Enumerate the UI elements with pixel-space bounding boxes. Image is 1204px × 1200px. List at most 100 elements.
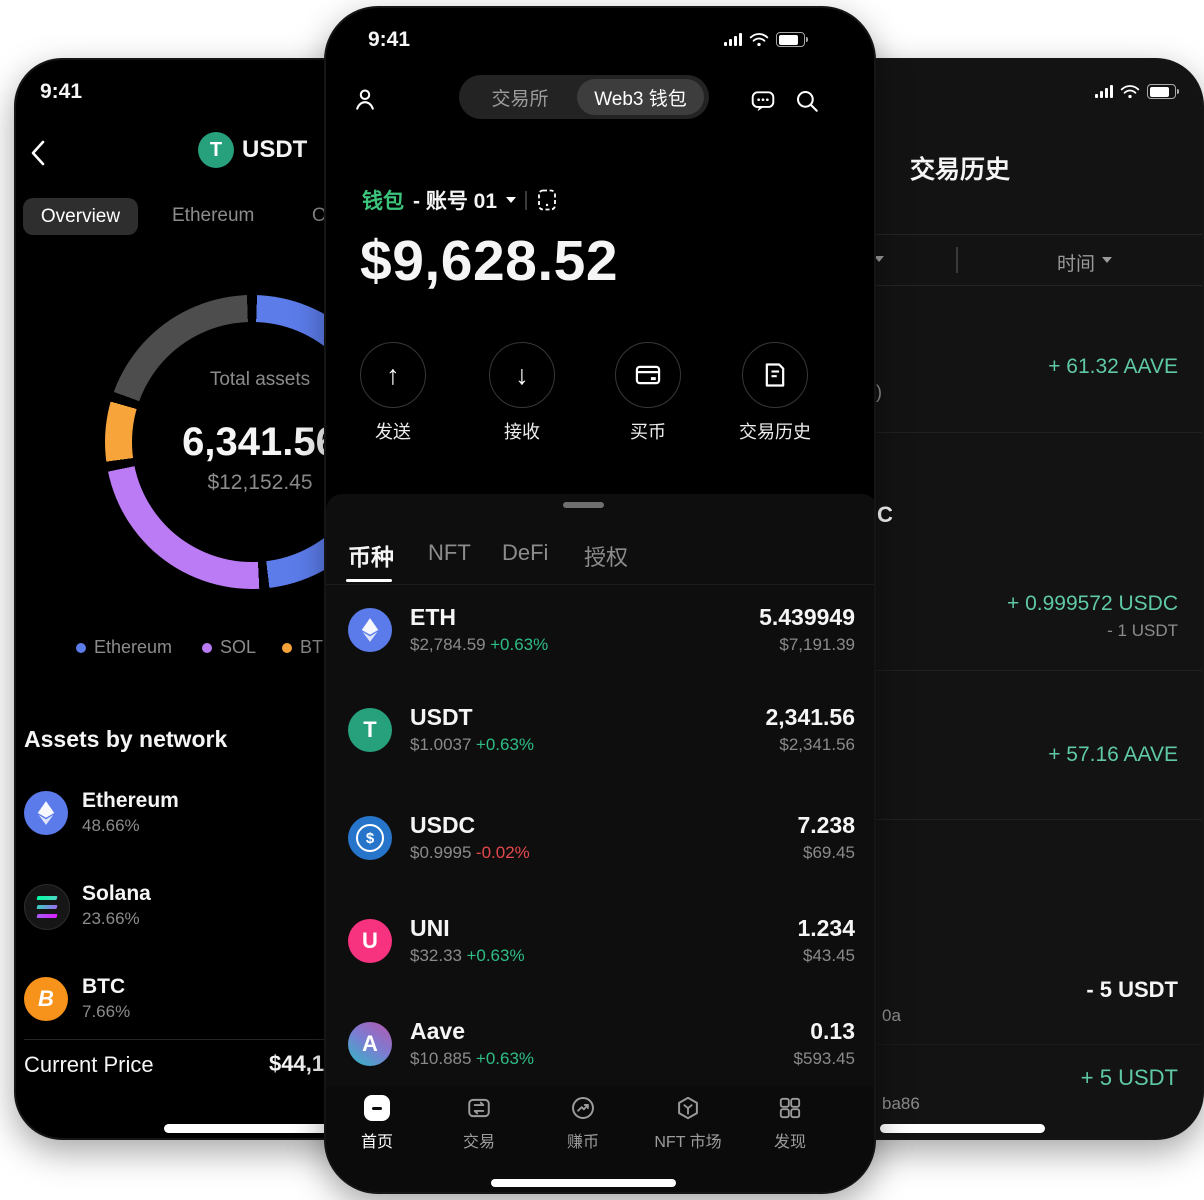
tab-overview[interactable]: Overview: [23, 198, 138, 235]
tx-amount[interactable]: + 61.32 AAVE: [1048, 355, 1178, 378]
usdc-icon: $: [348, 816, 392, 860]
nav-earn[interactable]: 赚币: [535, 1094, 631, 1152]
token-price: $32.33: [410, 946, 462, 965]
network-percent: 48.66%: [82, 816, 140, 835]
wallet-account-row[interactable]: 钱包 - 账号 01: [362, 188, 558, 213]
tx-amount[interactable]: + 5 USDT: [1080, 1065, 1178, 1090]
network-row-ethereum[interactable]: [24, 791, 68, 835]
card-icon: [635, 365, 661, 385]
bottom-nav: [326, 1086, 874, 1192]
tx-sub: - 1 USDT: [1107, 621, 1178, 640]
tab-tokens[interactable]: 币种: [348, 544, 394, 570]
tab-exchange[interactable]: 交易所: [491, 88, 549, 110]
chevron-down-icon[interactable]: [1102, 257, 1112, 263]
home-indicator: [880, 1124, 1045, 1133]
tx-partial-text: ): [876, 382, 882, 402]
tab-approvals[interactable]: 授权: [584, 545, 629, 570]
tab-nft[interactable]: NFT: [428, 540, 471, 565]
search-icon[interactable]: [794, 88, 820, 114]
legend-dot-ethereum: [76, 642, 86, 653]
home-indicator: [491, 1179, 676, 1187]
filter-partial-chevron-icon[interactable]: [874, 256, 884, 262]
token-price: $0.9995: [410, 843, 472, 862]
token-symbol: UNI: [410, 915, 450, 941]
total-balance: $9,628.52: [360, 229, 619, 293]
token-symbol: ETH: [410, 604, 456, 630]
wifi-icon: [1120, 85, 1140, 99]
token-amount: 1.234: [797, 915, 855, 941]
receive-button[interactable]: ↓ 接收: [472, 342, 572, 444]
send-button[interactable]: ↑ 发送: [343, 342, 443, 444]
scan-icon[interactable]: [536, 188, 558, 212]
status-time: 9:41: [40, 80, 83, 103]
sheet-drag-handle[interactable]: [563, 502, 604, 508]
usdt-icon: T: [198, 132, 234, 168]
aave-icon: A: [348, 1022, 392, 1066]
discover-icon: [779, 1097, 801, 1119]
tab-web3-wallet[interactable]: Web3 钱包: [577, 79, 704, 115]
tx-partial-text: ba86: [882, 1094, 920, 1113]
nav-trade[interactable]: 交易: [431, 1094, 527, 1152]
token-price: $10.885: [410, 1049, 472, 1068]
token-row-aave[interactable]: A Aave $10.885 +0.63% 0.13 $593.45: [326, 1018, 874, 1088]
solana-icon: [24, 884, 70, 930]
token-amount: 7.238: [797, 812, 855, 838]
page-title: USDT: [242, 136, 308, 163]
network-name: Solana: [82, 882, 151, 905]
token-value: $593.45: [793, 1049, 855, 1068]
battery-icon: [776, 32, 808, 47]
token-sheet: [326, 494, 874, 1086]
nav-nft-market[interactable]: NFT 市场: [640, 1094, 736, 1152]
filter-time[interactable]: 时间: [1057, 254, 1096, 275]
token-row-eth[interactable]: ETH $2,784.59 +0.63% 5.439949 $7,191.39: [326, 604, 874, 696]
nav-home[interactable]: 首页: [329, 1094, 425, 1152]
token-price: $2,784.59: [410, 635, 486, 654]
signal-icon: [1095, 85, 1113, 98]
status-icons: [1095, 84, 1179, 99]
profile-icon[interactable]: [352, 86, 378, 113]
tab-partial[interactable]: O: [312, 205, 327, 226]
token-symbol: Aave: [410, 1018, 465, 1044]
buy-crypto-button[interactable]: 买币: [598, 342, 698, 444]
token-row-usdt[interactable]: T USDT $1.0037 +0.63% 2,341.56 $2,341.56: [326, 704, 874, 796]
home-icon: [364, 1095, 390, 1121]
network-row-solana[interactable]: [24, 884, 70, 930]
token-change: +0.63%: [475, 1049, 535, 1068]
token-change: -0.02%: [475, 843, 530, 862]
back-icon[interactable]: [28, 138, 50, 168]
token-value: $69.45: [803, 843, 855, 862]
legend-ethereum: Ethereum: [76, 637, 172, 658]
tx-amount[interactable]: + 0.999572 USDC: [1006, 592, 1178, 615]
document-icon: [765, 363, 785, 387]
segmented-control: 交易所 Web3 钱包: [459, 75, 709, 119]
token-row-usdc[interactable]: $ USDC $0.9995 -0.02% 7.238 $69.45: [326, 812, 874, 904]
tab-ethereum[interactable]: Ethereum: [172, 205, 255, 226]
tx-amount[interactable]: + 57.16 AAVE: [1048, 743, 1178, 766]
wallet-home-phone: 9:41 交易所 Web3 钱包 钱包 - 账号 01 $9,628.52 ↑ …: [324, 6, 876, 1194]
signal-icon: [724, 33, 742, 46]
tx-partial-text: 0a: [882, 1006, 901, 1025]
network-percent: 23.66%: [82, 909, 140, 928]
chevron-down-icon[interactable]: [506, 197, 517, 203]
tab-defi[interactable]: DeFi: [502, 540, 549, 565]
active-tab-underline: [346, 579, 392, 582]
token-row-uni[interactable]: U UNI $32.33 +0.63% 1.234 $43.45: [326, 915, 874, 1007]
token-change: +0.63%: [475, 735, 535, 754]
status-icons: [724, 32, 808, 47]
history-button[interactable]: 交易历史: [725, 342, 825, 444]
legend-sol: SOL: [202, 637, 256, 658]
chat-icon[interactable]: [750, 88, 776, 114]
wallet-label: 钱包: [362, 190, 404, 213]
network-row-btc[interactable]: B: [24, 977, 68, 1021]
page-title: 交易历史: [910, 156, 1011, 184]
legend-dot-btc: [282, 642, 292, 653]
wifi-icon: [749, 33, 769, 47]
nav-discover[interactable]: 发现: [742, 1094, 838, 1152]
eth-icon: [348, 608, 392, 652]
arrow-up-icon: ↑: [386, 359, 400, 390]
earn-icon: [572, 1097, 594, 1119]
tx-amount[interactable]: - 5 USDT: [1086, 977, 1178, 1002]
home-indicator: [164, 1124, 364, 1133]
token-amount: 0.13: [810, 1018, 855, 1044]
btc-icon: B: [24, 977, 68, 1021]
